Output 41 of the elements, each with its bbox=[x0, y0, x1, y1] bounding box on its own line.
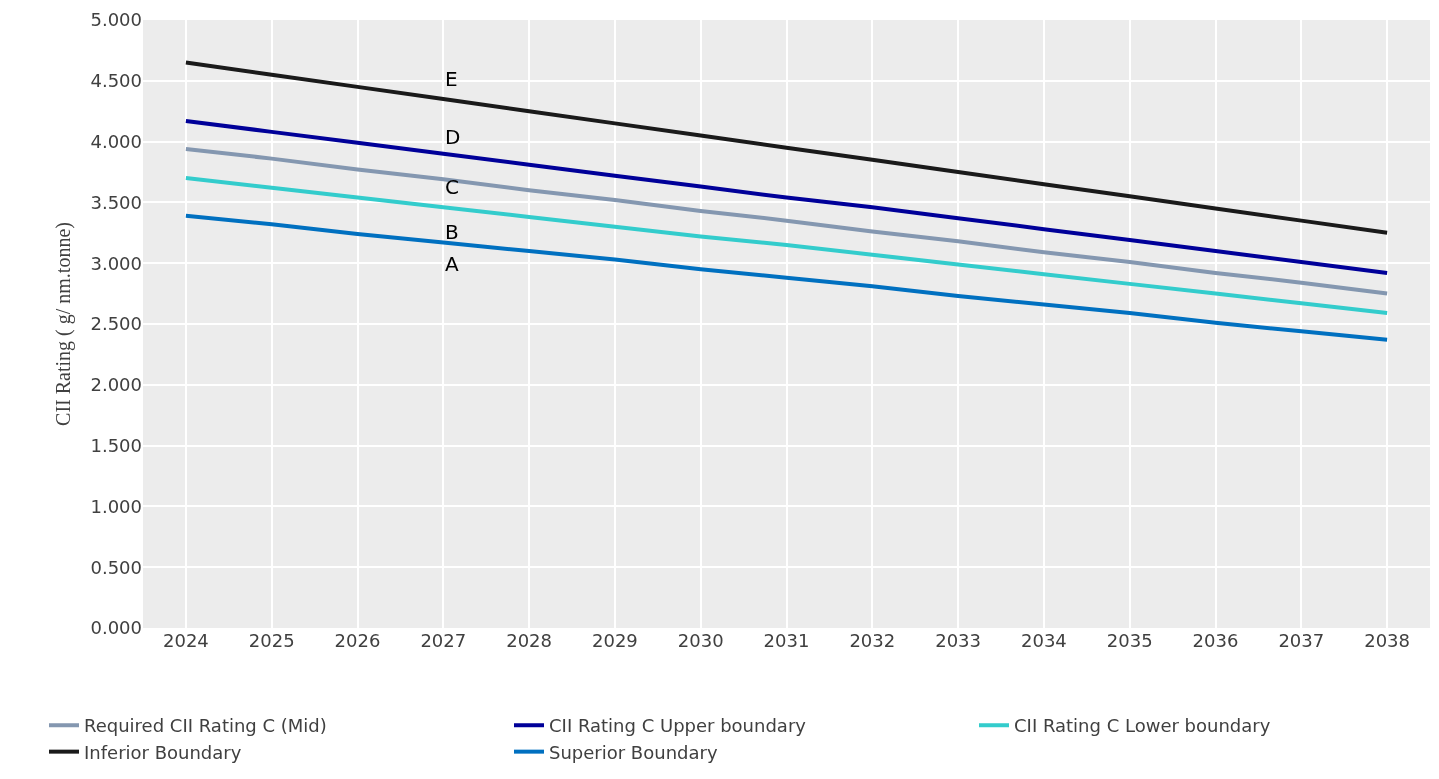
legend-label: CII Rating C Lower boundary bbox=[1014, 715, 1271, 737]
y-axis-title: CII Rating ( g/ nm.tonne) bbox=[51, 222, 75, 426]
legend-label: Required CII Rating C (Mid) bbox=[84, 715, 327, 737]
x-tick-label: 2030 bbox=[677, 630, 724, 651]
line-series bbox=[183, 176, 1390, 316]
annotation: D bbox=[445, 125, 461, 149]
legend-label: Superior Boundary bbox=[549, 741, 718, 763]
x-tick-label: 2038 bbox=[1364, 630, 1411, 651]
y-tick-label: 0.000 bbox=[90, 617, 142, 639]
x-tick-label: 2034 bbox=[1020, 630, 1067, 651]
line-series bbox=[183, 213, 1390, 342]
y-tick-label: 1.000 bbox=[90, 495, 142, 517]
annotation: E bbox=[445, 67, 458, 91]
x-tick-label: 2025 bbox=[248, 630, 295, 651]
y-tick-label: 0.500 bbox=[90, 556, 142, 578]
annotation: B bbox=[445, 220, 459, 244]
x-tick-label: 2028 bbox=[506, 630, 553, 651]
x-tick-label: 2026 bbox=[334, 630, 381, 651]
x-tick-label: 2033 bbox=[935, 630, 982, 651]
legend-label: CII Rating C Upper boundary bbox=[549, 715, 807, 737]
x-tick-label: 2027 bbox=[420, 630, 467, 651]
x-tick-label: 2031 bbox=[763, 630, 810, 651]
y-tick-label: 3.500 bbox=[90, 191, 142, 213]
y-tick-label: 3.000 bbox=[90, 252, 142, 274]
x-tick-label: 2032 bbox=[849, 630, 896, 651]
x-tick-label: 2036 bbox=[1192, 630, 1239, 651]
y-tick-label: 1.500 bbox=[90, 434, 142, 456]
y-tick-label: 5.000 bbox=[90, 9, 142, 31]
y-tick-label: 4.000 bbox=[90, 130, 142, 152]
x-tick-label: 2029 bbox=[591, 630, 638, 651]
x-tick-label: 2037 bbox=[1278, 630, 1325, 651]
y-tick-label: 2.000 bbox=[90, 374, 142, 396]
line-series bbox=[183, 146, 1390, 296]
line-series bbox=[183, 118, 1390, 275]
y-tick-label: 2.500 bbox=[90, 313, 142, 335]
x-tick-label: 2024 bbox=[162, 630, 209, 651]
x-tick-label: 2035 bbox=[1106, 630, 1153, 651]
annotation: C bbox=[445, 175, 459, 199]
legend-label: Inferior Boundary bbox=[84, 741, 242, 763]
y-tick-label: 4.500 bbox=[90, 70, 142, 92]
annotation: A bbox=[445, 252, 459, 276]
